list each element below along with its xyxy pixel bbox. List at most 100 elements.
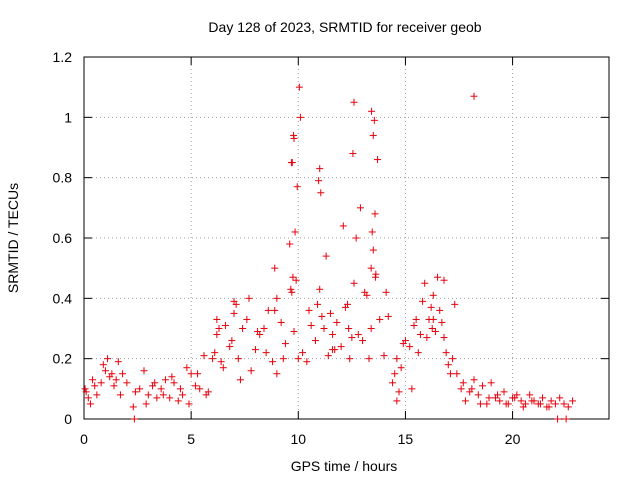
data-point — [130, 415, 138, 423]
data-point — [159, 391, 167, 399]
data-point — [215, 325, 223, 332]
data-point — [483, 400, 491, 408]
data-point — [431, 328, 439, 336]
data-point — [367, 325, 375, 332]
data-point — [500, 388, 508, 396]
data-point — [451, 300, 459, 308]
data-point — [354, 331, 362, 339]
data-point — [395, 388, 403, 396]
data-point — [487, 379, 495, 387]
x-tick-label: 20 — [505, 431, 521, 447]
data-point — [101, 367, 109, 375]
data-point — [564, 403, 572, 411]
data-point — [303, 358, 311, 366]
data-point — [239, 325, 247, 332]
data-point — [236, 376, 244, 384]
data-point — [511, 394, 519, 402]
data-point — [470, 92, 478, 100]
data-point — [123, 379, 131, 387]
grid — [84, 57, 609, 419]
data-point — [344, 300, 352, 308]
data-point — [114, 358, 122, 366]
data-point — [551, 400, 559, 408]
data-point — [217, 358, 225, 366]
y-tick-label: 1 — [64, 109, 72, 125]
data-point — [254, 328, 262, 336]
data-point — [262, 349, 270, 357]
data-point — [528, 397, 536, 405]
data-point — [345, 325, 353, 332]
data-point — [350, 279, 358, 287]
x-tick-label: 10 — [290, 431, 306, 447]
data-point — [234, 355, 242, 363]
data-point — [562, 415, 570, 423]
data-point — [389, 379, 397, 387]
data-point — [260, 325, 268, 332]
data-point — [131, 388, 139, 396]
data-point — [369, 131, 377, 139]
data-point — [350, 98, 358, 106]
data-point — [393, 355, 401, 363]
data-point — [474, 391, 482, 399]
data-point — [277, 318, 285, 326]
data-point — [187, 370, 195, 378]
data-point — [419, 297, 427, 305]
data-point — [271, 306, 279, 314]
data-point — [519, 403, 527, 411]
data-point — [449, 355, 457, 363]
data-point — [290, 328, 298, 336]
data-point — [429, 315, 437, 323]
data-point — [264, 306, 272, 314]
data-point — [427, 303, 435, 311]
data-point — [273, 294, 281, 302]
data-point — [221, 321, 229, 329]
data-point — [444, 361, 452, 369]
data-point — [569, 397, 577, 405]
data-point — [453, 370, 461, 378]
data-point — [294, 355, 302, 363]
axis-ticks: 0 0.2 0.4 0.6 0.8 1 1.2 0 5 10 15 20 — [53, 49, 609, 447]
data-point — [372, 270, 380, 278]
data-point — [399, 340, 407, 348]
data-point — [322, 252, 330, 260]
data-point — [470, 376, 478, 384]
y-tick-label: 0.2 — [53, 351, 73, 367]
data-point — [461, 397, 469, 405]
data-point — [339, 222, 347, 230]
data-point — [273, 370, 281, 378]
data-point — [526, 391, 534, 399]
data-point — [440, 334, 448, 342]
data-point — [290, 134, 298, 142]
data-point — [81, 385, 89, 393]
data-point — [560, 400, 568, 408]
data-point — [416, 331, 424, 339]
data-point — [91, 382, 99, 390]
data-point — [243, 315, 251, 323]
y-tick-label: 0.4 — [53, 290, 73, 306]
data-point — [170, 379, 178, 387]
data-point — [476, 400, 484, 408]
data-point — [397, 364, 405, 372]
data-point — [286, 240, 294, 248]
data-point — [271, 264, 279, 272]
data-point — [82, 388, 90, 396]
data-point — [442, 349, 450, 357]
data-point — [305, 306, 313, 314]
data-point — [292, 276, 300, 284]
data-point — [226, 343, 234, 351]
data-point — [376, 315, 384, 323]
y-tick-label: 0.6 — [53, 230, 73, 246]
data-point — [408, 385, 416, 393]
data-point — [494, 391, 502, 399]
data-point — [329, 346, 337, 354]
data-point — [289, 273, 297, 281]
data-point — [428, 325, 436, 332]
data-point — [329, 331, 337, 339]
data-point — [291, 228, 299, 236]
data-point — [299, 349, 307, 357]
data-point — [314, 300, 322, 308]
chart-title: Day 128 of 2023, SRMTID for receiver geo… — [208, 19, 481, 35]
data-point — [307, 321, 315, 329]
data-point — [352, 234, 360, 242]
data-point — [89, 376, 97, 384]
